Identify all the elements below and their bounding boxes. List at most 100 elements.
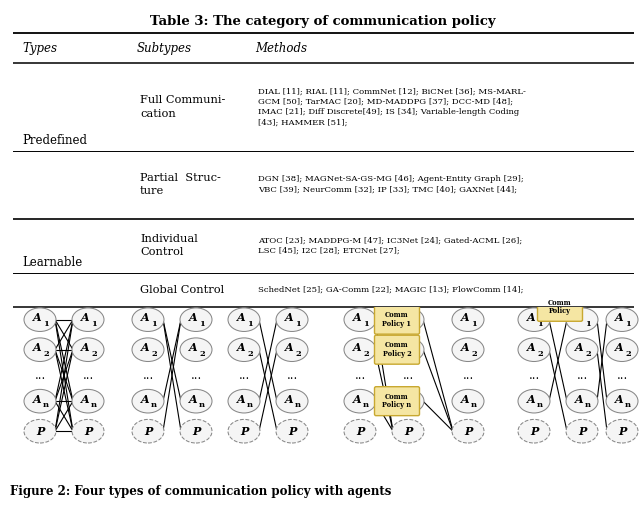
Text: n: n: [471, 401, 477, 409]
Ellipse shape: [24, 308, 56, 331]
Ellipse shape: [24, 420, 56, 443]
Ellipse shape: [566, 308, 598, 331]
Text: P: P: [464, 426, 472, 437]
Ellipse shape: [344, 420, 376, 443]
Text: 2: 2: [363, 350, 369, 358]
Text: ...: ...: [529, 369, 540, 382]
Ellipse shape: [180, 308, 212, 331]
Text: A: A: [285, 342, 293, 353]
Text: A: A: [575, 394, 583, 405]
Ellipse shape: [392, 389, 424, 413]
Text: A: A: [614, 312, 623, 323]
Text: Comm: Comm: [385, 393, 409, 401]
Text: P: P: [404, 426, 412, 437]
Text: n: n: [411, 401, 417, 409]
Text: A: A: [237, 394, 245, 405]
Text: Learnable: Learnable: [22, 256, 83, 269]
Ellipse shape: [228, 389, 260, 413]
Text: A: A: [33, 312, 42, 323]
Text: A: A: [461, 312, 469, 323]
Ellipse shape: [72, 308, 104, 331]
Text: A: A: [614, 394, 623, 405]
Ellipse shape: [606, 338, 638, 361]
Text: n: n: [199, 401, 205, 409]
Text: 1: 1: [363, 320, 369, 328]
Text: A: A: [527, 312, 535, 323]
Text: 2: 2: [295, 350, 301, 358]
Text: 2: 2: [91, 350, 97, 358]
Text: n: n: [537, 401, 543, 409]
Text: Policy 1: Policy 1: [383, 320, 412, 328]
Text: n: n: [625, 401, 631, 409]
Text: Global Control: Global Control: [140, 285, 224, 295]
Text: Figure 2: Four types of communication policy with agents: Figure 2: Four types of communication po…: [10, 485, 391, 498]
Ellipse shape: [228, 338, 260, 361]
Text: A: A: [141, 312, 149, 323]
Text: A: A: [461, 394, 469, 405]
Ellipse shape: [606, 420, 638, 443]
Text: 1: 1: [625, 320, 631, 328]
Text: 2: 2: [585, 350, 591, 358]
Text: ATOC [23]; MADDPG-M [47]; IC3Net [24]; Gated-ACML [26];
LSC [45]; I2C [28]; ETCN: ATOC [23]; MADDPG-M [47]; IC3Net [24]; G…: [258, 237, 522, 255]
Text: Comm: Comm: [548, 298, 572, 306]
Ellipse shape: [606, 389, 638, 413]
Text: DGN [38]; MAGNet-SA-GS-MG [46]; Agent-Entity Graph [29];
VBC [39]; NeurComm [32]: DGN [38]; MAGNet-SA-GS-MG [46]; Agent-En…: [258, 175, 524, 194]
Text: n: n: [295, 401, 301, 409]
Text: P: P: [192, 426, 200, 437]
FancyBboxPatch shape: [538, 292, 582, 321]
Text: A: A: [141, 394, 149, 405]
Text: P: P: [618, 426, 626, 437]
Text: Subtypes: Subtypes: [137, 42, 192, 55]
Text: A: A: [401, 394, 410, 405]
FancyBboxPatch shape: [374, 387, 419, 415]
Ellipse shape: [276, 338, 308, 361]
Text: P: P: [288, 426, 296, 437]
Text: P: P: [530, 426, 538, 437]
Ellipse shape: [228, 420, 260, 443]
Text: A: A: [237, 312, 245, 323]
Text: 1: 1: [151, 320, 157, 328]
Text: A: A: [575, 312, 583, 323]
Ellipse shape: [276, 420, 308, 443]
Text: A: A: [527, 342, 535, 353]
Text: A: A: [527, 394, 535, 405]
Text: A: A: [189, 394, 197, 405]
Text: n: n: [363, 401, 369, 409]
Text: ...: ...: [142, 369, 154, 382]
Ellipse shape: [344, 308, 376, 331]
Ellipse shape: [566, 389, 598, 413]
Text: ...: ...: [83, 369, 93, 382]
Text: A: A: [189, 342, 197, 353]
Ellipse shape: [392, 420, 424, 443]
Text: P: P: [240, 426, 248, 437]
Text: ...: ...: [403, 369, 413, 382]
Text: A: A: [81, 342, 90, 353]
Ellipse shape: [132, 338, 164, 361]
Text: 2: 2: [151, 350, 157, 358]
Ellipse shape: [72, 338, 104, 361]
Text: 2: 2: [625, 350, 631, 358]
Text: 2: 2: [411, 350, 417, 358]
Text: n: n: [43, 401, 49, 409]
Text: 1: 1: [43, 320, 49, 328]
Ellipse shape: [518, 308, 550, 331]
Text: Predefined: Predefined: [22, 134, 87, 147]
Text: A: A: [353, 342, 362, 353]
Text: 1: 1: [585, 320, 591, 328]
Text: ...: ...: [35, 369, 45, 382]
Text: A: A: [614, 342, 623, 353]
FancyBboxPatch shape: [374, 335, 419, 364]
Ellipse shape: [344, 389, 376, 413]
Text: ...: ...: [238, 369, 250, 382]
Ellipse shape: [72, 420, 104, 443]
Text: A: A: [141, 342, 149, 353]
Ellipse shape: [452, 338, 484, 361]
Text: A: A: [285, 312, 293, 323]
Text: Full Communi-
cation: Full Communi- cation: [140, 95, 225, 119]
Text: SchedNet [25]; GA-Comm [22]; MAGIC [13]; FlowComm [14];: SchedNet [25]; GA-Comm [22]; MAGIC [13];…: [258, 286, 524, 294]
Text: 1: 1: [295, 320, 301, 328]
Text: n: n: [151, 401, 157, 409]
Text: 1: 1: [199, 320, 205, 328]
Text: Comm: Comm: [385, 311, 409, 319]
Text: P: P: [36, 426, 44, 437]
